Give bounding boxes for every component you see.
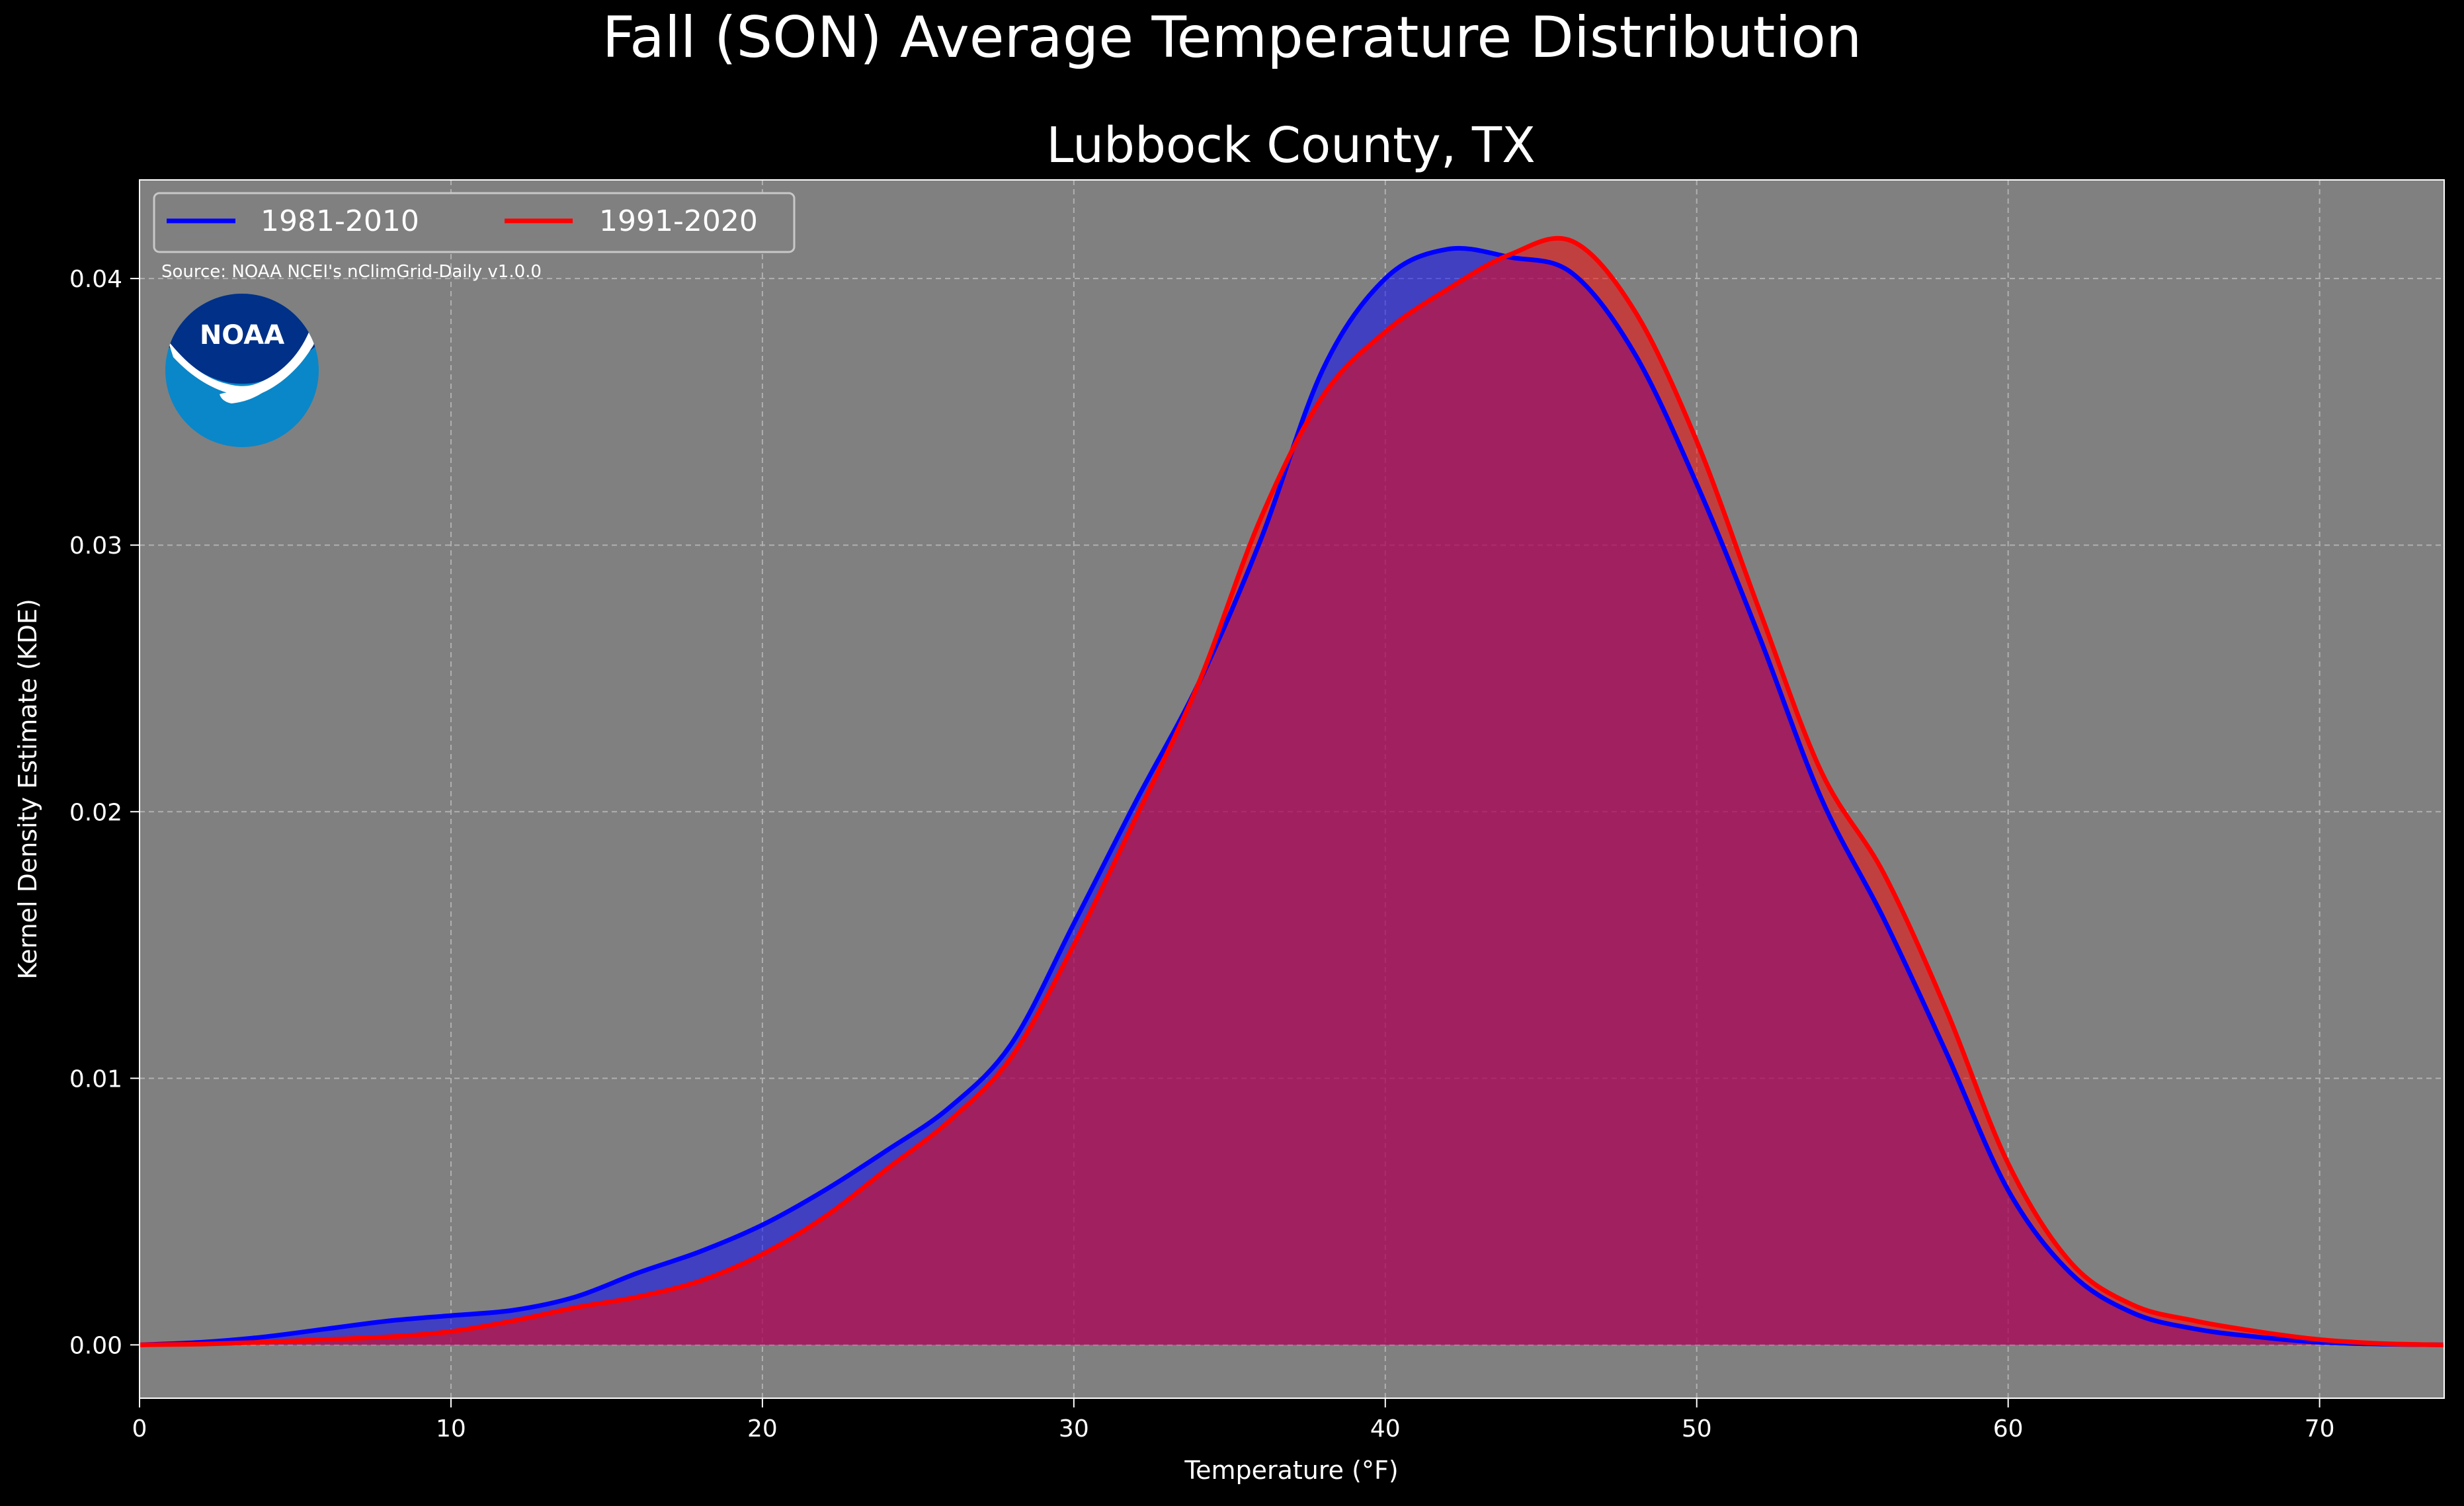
y-tick-label: 0.03	[69, 532, 122, 560]
chart-title: Lubbock County, TX	[1046, 117, 1536, 174]
x-tick-label: 40	[1370, 1415, 1401, 1443]
x-tick-label: 10	[436, 1415, 466, 1443]
legend-label-1991-2020: 1991-2020	[599, 204, 758, 238]
series-area-1991-2020	[140, 238, 2444, 1345]
logo-top-band	[165, 294, 319, 384]
x-axis-ticks: 0 10 20 30 40 50 60 70	[132, 1398, 2335, 1443]
series-line-1981-2010	[139, 245, 2445, 1347]
seagull-wing-icon	[220, 387, 270, 403]
y-axis-label: Kernel Density Estimate (KDE)	[13, 599, 42, 980]
logo-text: NOAA	[200, 320, 284, 351]
y-tick-label: 0.01	[69, 1066, 122, 1093]
legend: 1981-2010 1991-2020	[153, 192, 796, 253]
y-tick-label: 0.04	[69, 266, 122, 293]
x-tick-label: 50	[1682, 1415, 1712, 1443]
y-tick-label: 0.02	[69, 799, 122, 826]
y-axis-ticks: 0.00 0.01 0.02 0.03 0.04	[69, 266, 140, 1359]
plot-frame	[139, 179, 2445, 1399]
y-tick-label: 0.00	[69, 1332, 122, 1359]
x-tick-label: 30	[1059, 1415, 1089, 1443]
series-lines	[139, 235, 2445, 1347]
chart-suptitle: Fall (SON) Average Temperature Distribut…	[602, 5, 1862, 71]
noaa-logo: NOAA	[165, 294, 319, 447]
series-fills	[140, 238, 2444, 1345]
seagull-icon	[168, 327, 315, 397]
series-line-1991-2020	[139, 235, 2445, 1347]
legend-label-1981-2010: 1981-2010	[261, 204, 419, 238]
x-axis-label: Temperature (°F)	[1184, 1456, 1398, 1485]
legend-box	[153, 192, 796, 253]
x-tick-label: 0	[132, 1415, 147, 1443]
x-tick-label: 70	[2305, 1415, 2335, 1443]
source-note: Source: NOAA NCEI's nClimGrid-Daily v1.0…	[161, 262, 542, 282]
x-tick-label: 60	[1993, 1415, 2024, 1443]
x-tick-label: 20	[747, 1415, 778, 1443]
